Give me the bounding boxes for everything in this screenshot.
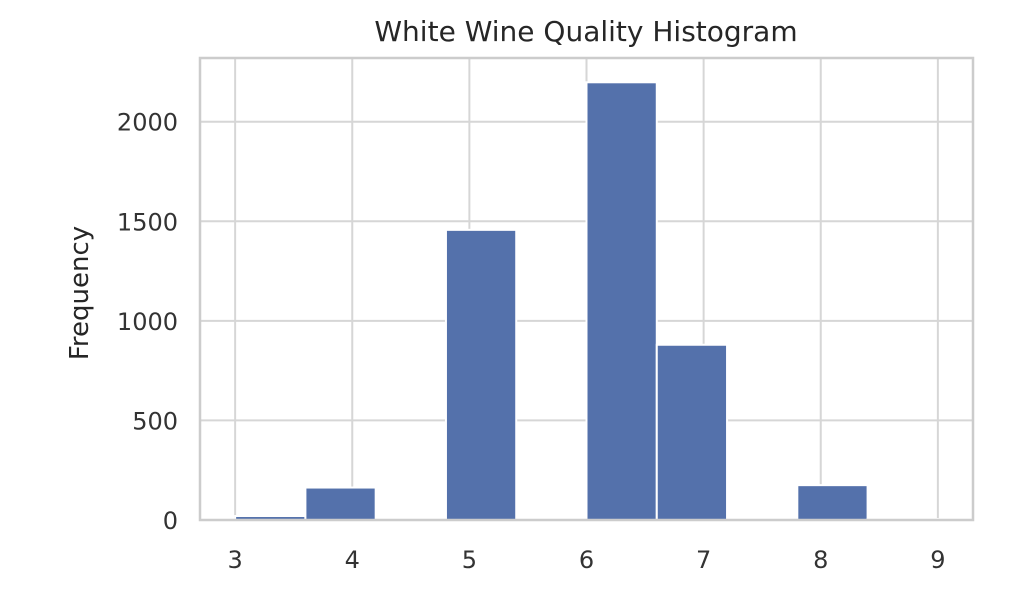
x-tick-label: 7 bbox=[696, 546, 711, 574]
histogram-bar-8 bbox=[796, 484, 869, 521]
x-tick-label: 8 bbox=[813, 546, 828, 574]
y-tick-label: 0 bbox=[163, 507, 178, 535]
x-axis-ticks: 3 4 5 6 7 8 9 bbox=[227, 546, 945, 574]
plot-frame bbox=[198, 56, 975, 522]
histogram-bar-5 bbox=[585, 81, 658, 521]
x-tick-label: 5 bbox=[462, 546, 477, 574]
y-tick-label: 1500 bbox=[117, 208, 178, 236]
x-tick-label: 3 bbox=[227, 546, 242, 574]
x-tick-label: 6 bbox=[579, 546, 594, 574]
y-axis-label: Frequency bbox=[65, 226, 95, 360]
y-tick-label: 1000 bbox=[117, 308, 178, 336]
x-tick-label: 4 bbox=[345, 546, 360, 574]
y-tick-label: 2000 bbox=[117, 109, 178, 137]
x-tick-label: 9 bbox=[930, 546, 945, 574]
histogram-bar-6 bbox=[655, 343, 729, 521]
y-tick-label: 500 bbox=[132, 407, 178, 435]
chart-title: White Wine Quality Histogram bbox=[374, 15, 797, 48]
y-axis-ticks: 0 500 1000 1500 2000 bbox=[117, 109, 178, 535]
histogram-bar-1 bbox=[304, 486, 377, 522]
histogram-bar-3 bbox=[444, 228, 518, 521]
bars bbox=[234, 81, 939, 522]
